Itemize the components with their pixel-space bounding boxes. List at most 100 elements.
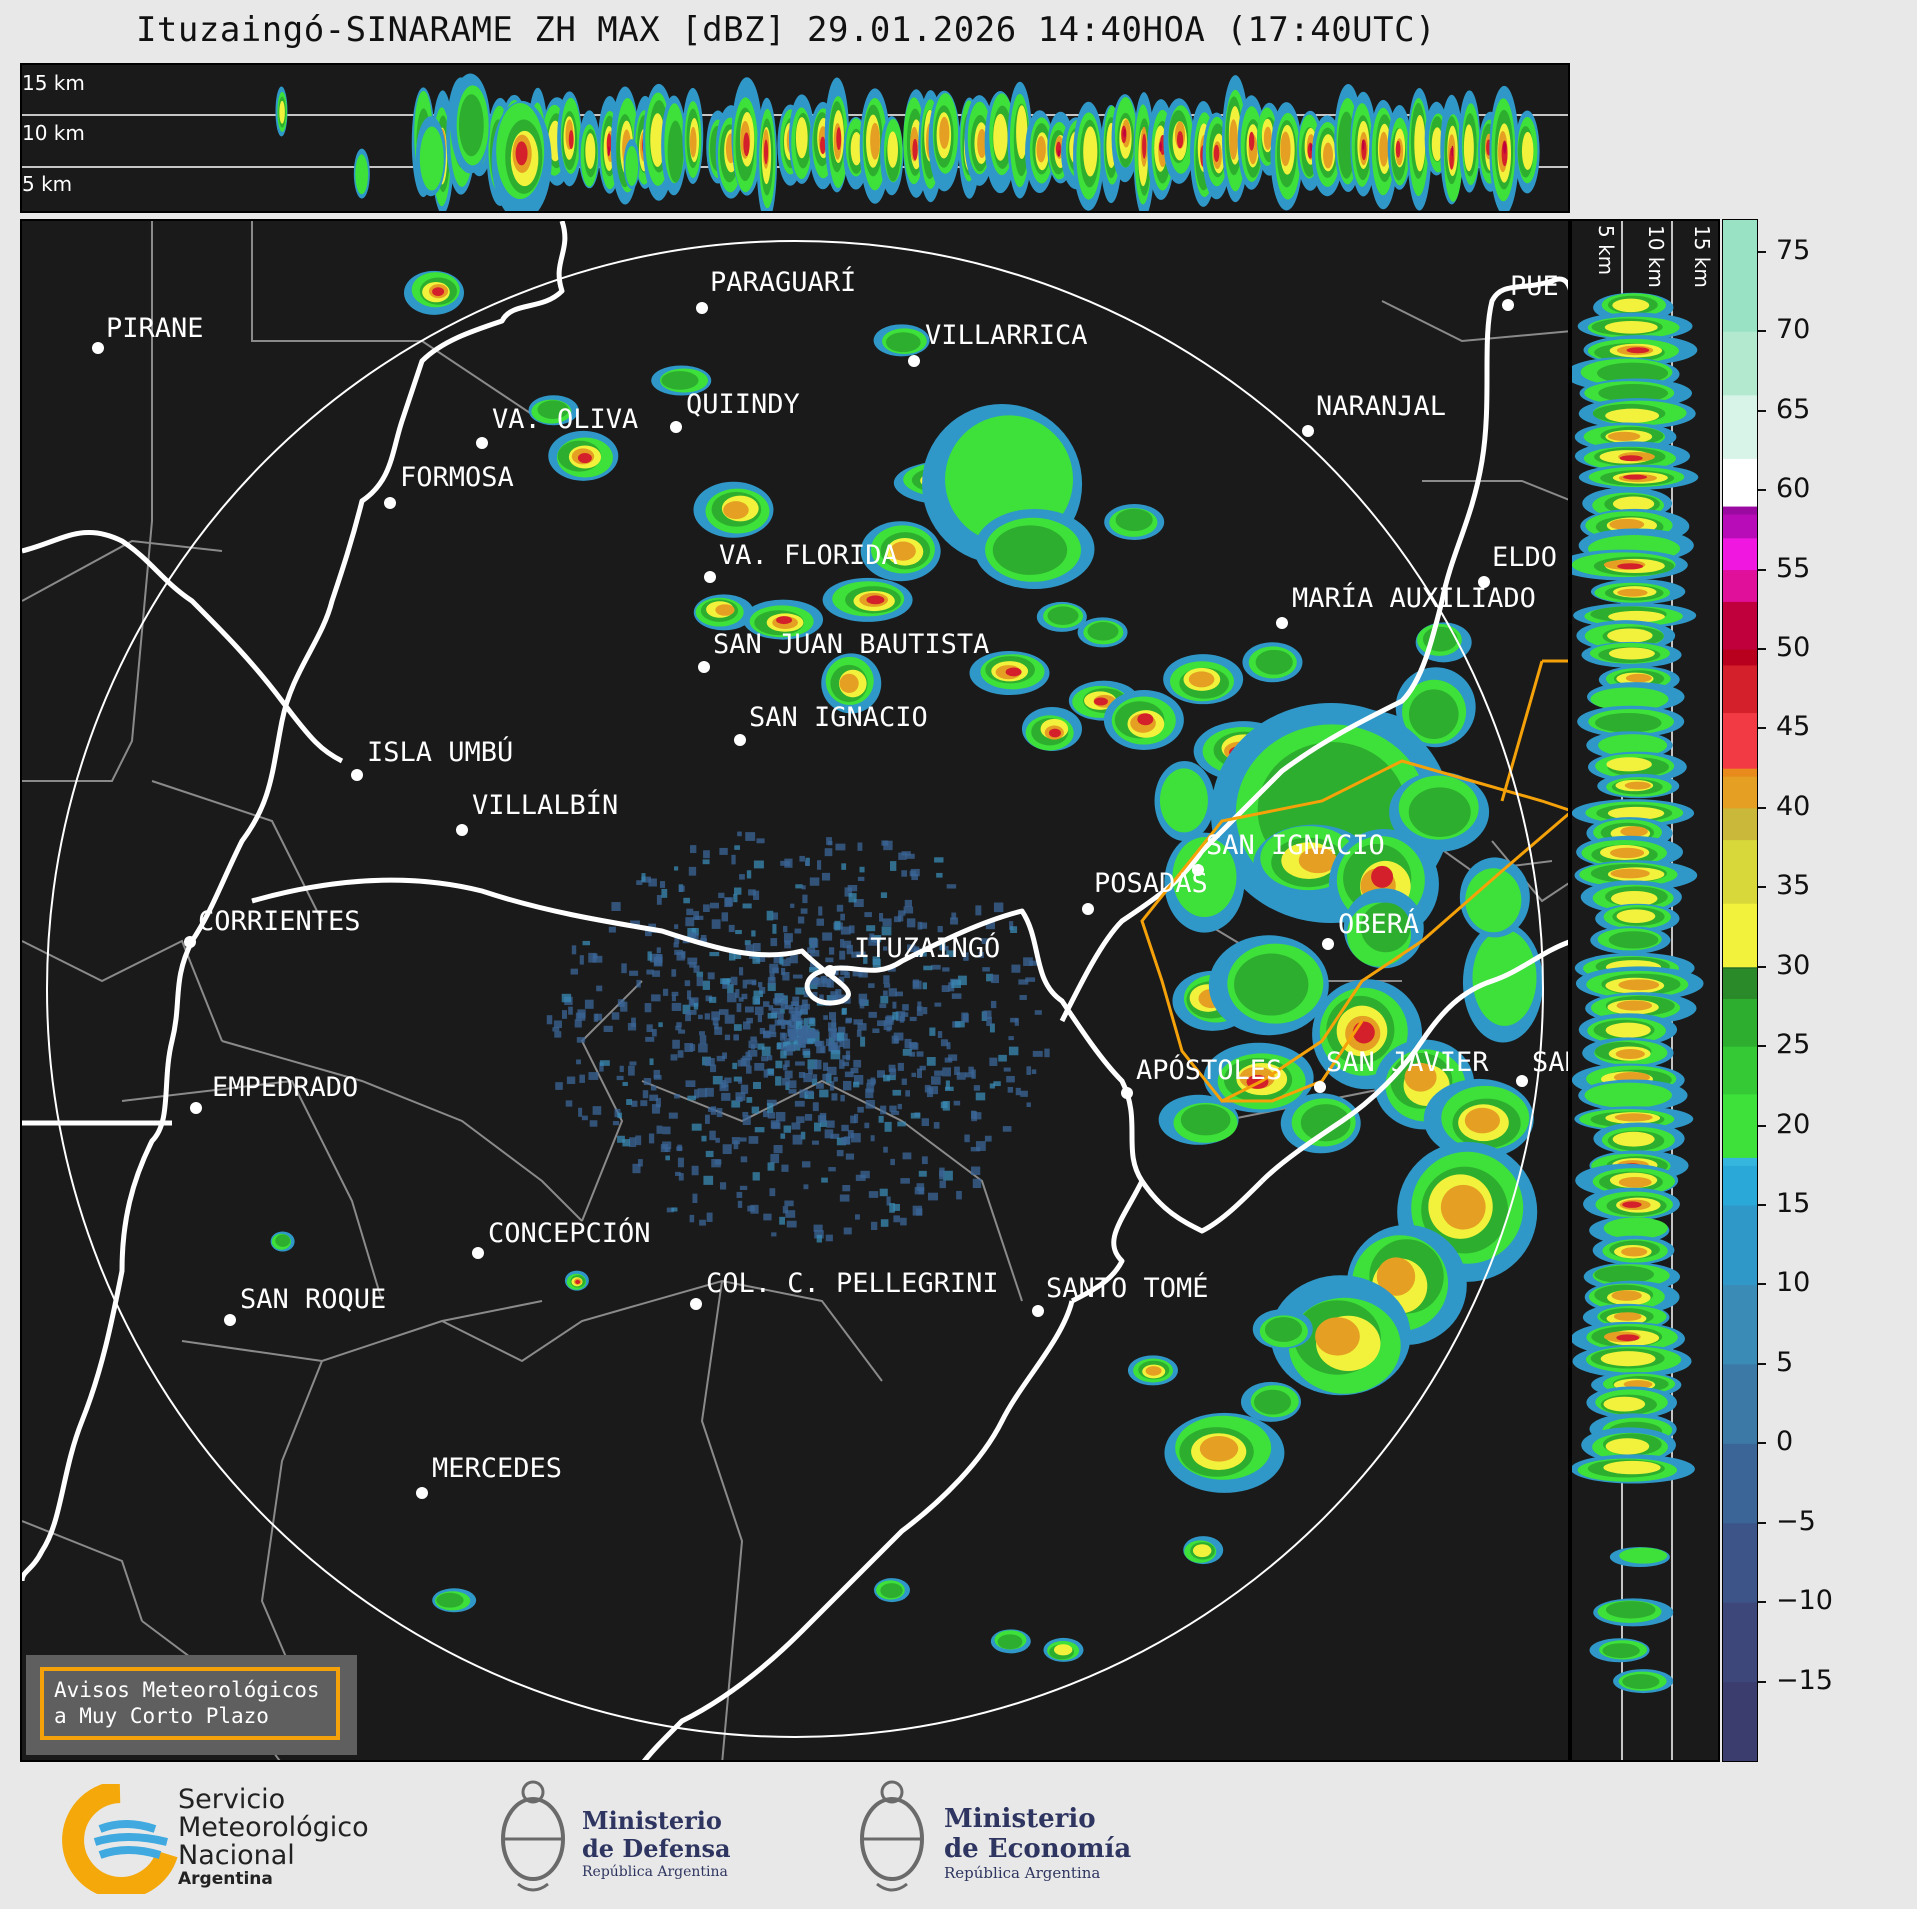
clutter-pixel [843,1136,851,1145]
colorbar-tick [1758,1601,1766,1604]
clutter-pixel [780,860,791,866]
echo-cell [515,141,528,166]
echo-cell [1280,131,1291,167]
clutter-pixel [842,1080,852,1091]
clutter-pixel [816,1234,823,1243]
echo-cell [1610,890,1658,907]
echo-cell [836,127,842,151]
clutter-pixel [814,1041,823,1047]
clutter-pixel [698,1043,708,1053]
clutter-pixel [637,1159,643,1167]
clutter-pixel [888,1064,896,1072]
clutter-pixel [577,1009,586,1019]
clutter-pixel [937,1031,943,1038]
clutter-pixel [742,1115,751,1126]
clutter-pixel [844,887,853,897]
clutter-pixel [841,863,847,870]
clutter-pixel [690,845,697,854]
footer-logos: Servicio Meteorológico Nacional Argentin… [0,1762,1917,1909]
clutter-pixel [829,1081,835,1091]
clutter-pixel [827,840,833,846]
clutter-pixel [1044,1048,1050,1058]
clutter-pixel [1031,1069,1037,1074]
colorbar-tick [1758,330,1766,333]
clutter-pixel [853,1074,864,1085]
clutter-pixel [793,1041,801,1051]
city-col-c-pellegrini: COL. C. PELLEGRINI [706,1268,999,1299]
clutter-pixel [839,1038,845,1047]
echo-cell [1371,865,1394,888]
clutter-pixel [883,990,888,996]
clutter-pixel [711,919,721,929]
clutter-pixel [916,1006,923,1016]
clutter-pixel [791,1122,801,1130]
clutter-pixel [842,1055,851,1060]
echo-cell [1087,622,1119,641]
echo-cell [1229,119,1238,160]
clutter-pixel [897,915,904,922]
echo-cell [607,146,610,157]
clutter-pixel [704,1114,710,1124]
echo-cell [1123,128,1126,138]
clutter-pixel [718,1009,729,1015]
clutter-pixel [901,870,908,877]
clutter-pixel [712,1075,723,1085]
clutter-pixel [747,1205,755,1212]
clutter-pixel [808,1029,814,1036]
clutter-pixel [744,1006,754,1013]
echo-cell [1607,628,1653,643]
city-dot [384,497,396,509]
clutter-pixel [750,1036,757,1042]
clutter-pixel [603,1025,613,1033]
clutter-pixel [892,1001,897,1009]
colorbar-band [1723,1046,1757,1095]
clutter-pixel [926,1057,936,1066]
clutter-pixel [1007,1086,1014,1093]
clutter-pixel [674,1094,680,1099]
clutter-pixel [792,974,803,979]
echo-cell [1608,931,1659,949]
colorbar-tick-label: 75 [1776,234,1811,266]
echo-cell [1083,126,1098,177]
clutter-pixel [895,1011,906,1022]
clutter-pixel [917,921,923,930]
clutter-pixel [916,1208,923,1216]
clutter-pixel [869,933,875,940]
colorbar-gradient [1723,220,1757,1762]
clutter-pixel [948,982,955,992]
clutter-pixel [890,1110,900,1115]
clutter-pixel [622,1081,628,1086]
clutter-pixel [570,968,579,975]
clutter-pixel [809,967,819,973]
clutter-pixel [897,1121,906,1127]
clutter-pixel [792,1134,803,1145]
echo-cell [1626,347,1650,354]
echo-cell [866,595,885,605]
clutter-pixel [786,957,791,967]
clutter-pixel [883,983,891,988]
echo-cell [1159,141,1162,152]
clutter-pixel [970,1166,981,1176]
city-paraguari: PARAGUARÍ [710,267,857,298]
colorbar-tick-label: 20 [1776,1108,1811,1140]
echo-cell [1617,588,1648,597]
clutter-pixel [678,1173,684,1181]
echo-cell [912,138,918,161]
clutter-pixel [983,1010,992,1019]
echo-cell [997,1634,1023,1650]
clutter-pixel [846,944,853,955]
colorbar-tick [1758,1124,1766,1127]
clutter-pixel [746,1097,753,1103]
clutter-pixel [918,1170,927,1177]
clutter-pixel [797,916,805,924]
radar-map-plot [22,221,1568,1760]
clutter-pixel [751,1106,760,1114]
colorbar-band [1723,998,1757,1047]
clutter-pixel [766,1099,777,1106]
echo-cell [1016,105,1028,159]
clutter-pixel [767,1068,774,1075]
clutter-pixel [933,1122,940,1129]
city-dot [690,1298,702,1310]
radar-map[interactable]: PARAGUARÍ VILLARRICA PIRANE QUIINDY VA. … [20,219,1570,1762]
clutter-pixel [972,1178,982,1189]
